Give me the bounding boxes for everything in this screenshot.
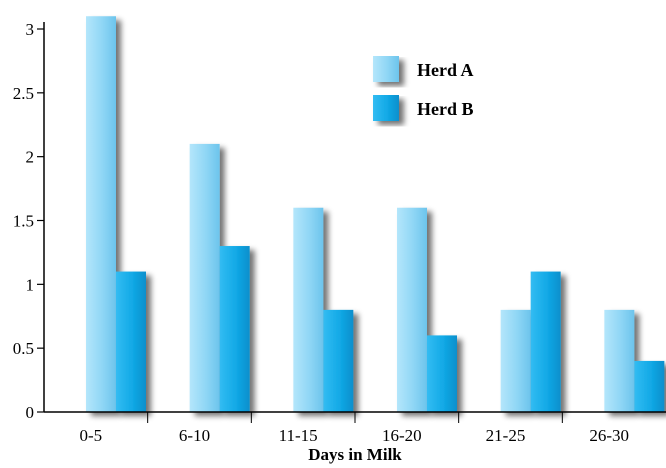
y-tick-label: 0	[26, 403, 35, 422]
bar-herd-a-11-15	[293, 207, 324, 412]
legend-label-herd-b: Herd B	[417, 99, 474, 119]
y-tick-label: 1	[26, 275, 35, 294]
y-tick-label: 0.5	[13, 339, 34, 358]
x-tick-label: 26-30	[589, 426, 629, 445]
x-axis-title: Days in Milk	[308, 445, 402, 464]
bar-herd-a-26-30	[604, 309, 635, 412]
ticks-layer: 0-5 6-10 11-15 16-20 21-25 26-30 0 0.5 1 1.5 2 2.5 3	[13, 20, 629, 445]
y-tick-label: 2	[26, 148, 35, 167]
bar-herd-b-26-30	[634, 360, 665, 412]
legend-swatch-herd-b	[373, 95, 399, 121]
bar-herd-b-0-5	[116, 271, 146, 412]
y-tick-label: 1.5	[13, 212, 34, 231]
legend-label-herd-a: Herd A	[417, 60, 474, 80]
y-tick-label: 2.5	[13, 84, 34, 103]
x-tick-label: 0-5	[79, 426, 102, 445]
bar-herd-b-16-20	[427, 335, 457, 412]
legend: Herd A Herd B	[373, 56, 474, 121]
bar-herd-a-16-20	[397, 207, 427, 412]
bar-herd-a-0-5	[86, 16, 116, 412]
x-tick-label: 11-15	[279, 426, 318, 445]
y-tick-label: 3	[26, 20, 35, 39]
bar-herd-a-6-10	[189, 143, 220, 412]
bar-herd-b-6-10	[219, 246, 250, 412]
bars-layer	[86, 16, 665, 412]
x-tick-label: 21-25	[486, 426, 526, 445]
bar-herd-b-21-25	[530, 271, 561, 412]
x-tick-label: 6-10	[179, 426, 210, 445]
bar-herd-b-11-15	[323, 309, 354, 412]
x-tick-label: 16-20	[382, 426, 422, 445]
bar-herd-a-21-25	[500, 309, 531, 412]
legend-swatch-herd-a	[373, 56, 399, 82]
